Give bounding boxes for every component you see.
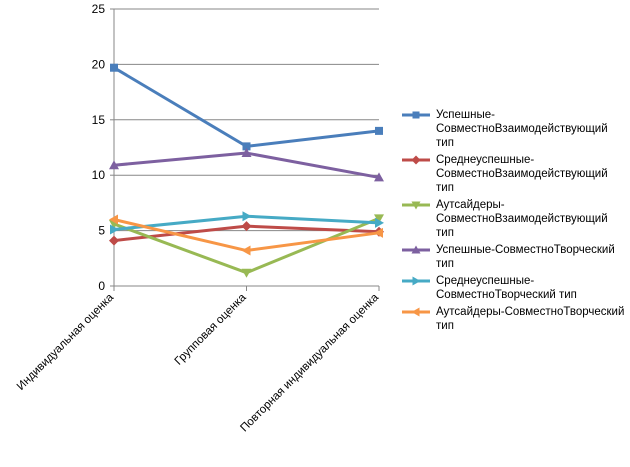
- data-point: [110, 63, 118, 72]
- data-point: [242, 211, 252, 222]
- series: [110, 63, 383, 151]
- data-point: [241, 148, 252, 158]
- data-point: [241, 221, 252, 232]
- legend-item: Среднеуспешные-СовместноВзаимодействующи…: [400, 153, 628, 195]
- legend-label: Аутсайдеры-СовместноВзаимодействующий ти…: [436, 199, 608, 239]
- y-tick-label: 15: [92, 113, 106, 127]
- data-point: [411, 201, 421, 210]
- legend-swatch: [402, 276, 430, 286]
- legend-label: Среднеуспешные-СовместноТворческий тип: [436, 275, 577, 301]
- data-point: [374, 214, 384, 224]
- legend-swatch: [402, 201, 430, 210]
- legend-swatch: [402, 111, 430, 119]
- data-point: [109, 235, 119, 246]
- chart-legend: Успешные-СовместноВзаимодействующий тип С…: [400, 108, 628, 336]
- legend-item: Успешные-СовместноТворческий тип: [400, 243, 628, 271]
- legend-item: Аутсайдеры-СовместноТворческий тип: [400, 305, 628, 333]
- y-tick-label: 25: [92, 2, 106, 16]
- data-point: [374, 227, 383, 238]
- data-point: [109, 160, 119, 170]
- data-point: [412, 276, 421, 286]
- legend-item: Аутсайдеры-СовместноВзаимодействующий ти…: [400, 198, 628, 240]
- data-point: [241, 268, 252, 278]
- data-point: [110, 224, 119, 235]
- gridlines: [114, 8, 379, 232]
- data-point: [241, 245, 251, 256]
- legend-swatch: [402, 307, 430, 317]
- legend-item: Среднеуспешные-СовместноТворческий тип: [400, 274, 628, 302]
- series: [109, 214, 383, 256]
- tick-labels: 0 5 10 15 20 25 Индивидуальная оценка Групповая…: [15, 2, 382, 434]
- legend-swatch: [402, 155, 430, 165]
- series: [109, 214, 384, 278]
- y-tick-label: 10: [92, 168, 106, 182]
- x-tick-label: Индивидуальная оценка: [15, 291, 117, 393]
- x-tick-label: Групповая оценка: [173, 291, 249, 367]
- series-line: [113, 66, 380, 148]
- data-point: [411, 245, 421, 254]
- data-point: [412, 111, 420, 119]
- legend-item: Успешные-СовместноВзаимодействующий тип: [400, 108, 628, 150]
- x-tick-label: Повторная индивидуальная оценка: [238, 291, 381, 434]
- series: [110, 211, 384, 235]
- legend-swatch: [402, 245, 430, 254]
- data-point: [242, 142, 251, 151]
- data-point: [109, 214, 118, 225]
- series: [109, 148, 384, 182]
- legend-label: Успешные-СовместноТворческий тип: [436, 244, 615, 270]
- legend-label: Среднеуспешные-СовместноВзаимодействующи…: [436, 154, 608, 194]
- data-point: [375, 217, 384, 228]
- y-tick-label: 5: [98, 224, 105, 238]
- data-point: [374, 172, 384, 182]
- data-point: [411, 307, 420, 317]
- legend-label: Аутсайдеры-СовместноТворческий тип: [436, 306, 625, 332]
- data-point: [375, 126, 383, 135]
- series-lines: [109, 63, 384, 278]
- legend-label: Успешные-СовместноВзаимодействующий тип: [436, 109, 608, 149]
- y-tick-label: 0: [98, 279, 105, 293]
- y-tick-label: 20: [92, 57, 106, 71]
- data-point: [411, 155, 421, 165]
